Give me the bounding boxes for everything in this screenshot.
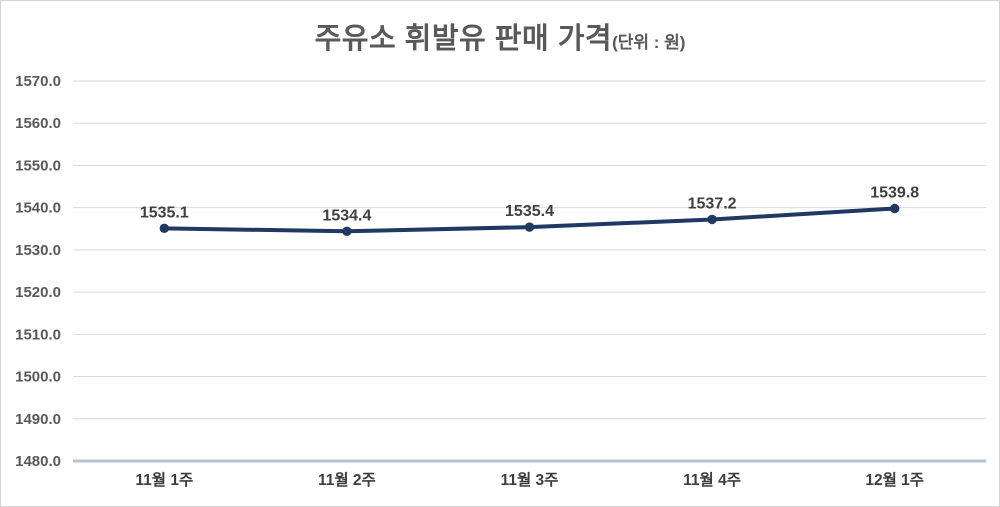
y-axis-tick-label: 1490.0 <box>15 411 61 428</box>
x-axis-category-label: 11월 4주 <box>683 471 741 489</box>
chart-title: 주유소 휘발유 판매 가격(단위 : 원) <box>1 15 999 57</box>
x-axis-category-label: 12월 1주 <box>865 471 924 489</box>
data-point-marker[interactable] <box>524 222 535 232</box>
x-axis-category-label: 11월 1주 <box>135 471 193 489</box>
data-point-marker[interactable] <box>707 214 717 225</box>
x-axis-category-label: 11월 2주 <box>318 471 376 489</box>
chart-title-unit: (단위 : 원) <box>612 33 686 52</box>
y-axis-tick-label: 1560.0 <box>15 115 61 132</box>
y-axis-tick-label: 1570.0 <box>15 73 61 90</box>
y-axis-tick-label: 1480.0 <box>15 453 61 470</box>
y-axis-tick-label: 1510.0 <box>15 326 61 343</box>
y-axis-tick-label: 1500.0 <box>15 369 61 386</box>
chart-title-text: 주유소 휘발유 판매 가격 <box>314 23 613 55</box>
data-label: 1535.4 <box>505 203 554 220</box>
data-point-marker[interactable] <box>159 223 169 234</box>
data-label: 1535.1 <box>140 204 189 221</box>
y-axis-tick-label: 1540.0 <box>15 200 61 217</box>
data-label: 1534.4 <box>322 207 371 224</box>
data-label: 1539.8 <box>870 185 919 202</box>
y-axis-tick-label: 1550.0 <box>15 157 61 174</box>
y-axis-tick-label: 1520.0 <box>15 284 61 301</box>
x-axis-category-label: 11월 3주 <box>501 471 559 489</box>
data-point-marker[interactable] <box>890 203 900 214</box>
data-label: 1537.2 <box>688 195 737 212</box>
y-axis-tick-label: 1530.0 <box>15 242 61 259</box>
data-point-marker[interactable] <box>342 226 352 237</box>
